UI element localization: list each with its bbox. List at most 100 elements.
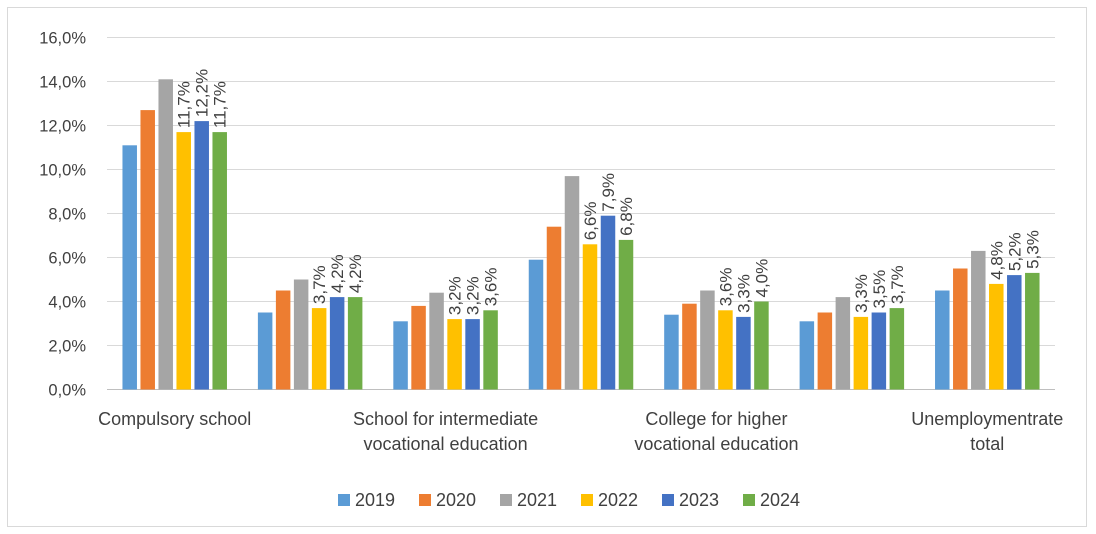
legend-item-2024: 2024 xyxy=(743,490,800,510)
legend-swatch xyxy=(500,494,512,506)
bar-2024 xyxy=(754,301,769,390)
bar-2019 xyxy=(122,145,137,390)
data-label: 4,2% xyxy=(346,254,365,293)
legend-label: 2022 xyxy=(598,490,638,510)
x-category-label: Unemploymentrate xyxy=(911,409,1063,429)
bar-2023 xyxy=(329,297,345,390)
data-label: 3,3% xyxy=(852,274,871,313)
bar-2020 xyxy=(817,312,833,390)
y-tick-label: 4,0% xyxy=(48,294,86,312)
bar-2024 xyxy=(483,310,498,390)
bar-2020 xyxy=(682,303,697,390)
bar-2021 xyxy=(971,250,986,390)
bar-2019 xyxy=(393,321,408,390)
y-tick-label: 8,0% xyxy=(48,206,86,224)
bar-2020 xyxy=(411,305,426,390)
y-axis-ticks: 0,0% 2,0% 4,0% 6,0% 8,0% 10,0% 12,0% 14,0% 16,0% xyxy=(39,30,86,400)
bar-2022 xyxy=(447,319,462,390)
data-label: 4,2% xyxy=(328,254,347,293)
legend-swatch xyxy=(581,494,593,506)
y-tick-label: 12,0% xyxy=(39,118,86,136)
data-label: 3,5% xyxy=(870,270,889,309)
legend-item-2023: 2023 xyxy=(662,490,719,510)
bar-2019 xyxy=(799,321,815,390)
bar-2023 xyxy=(736,316,751,390)
data-label: 6,6% xyxy=(581,202,600,241)
bar-2022 xyxy=(989,283,1004,390)
bar-2019 xyxy=(528,259,544,390)
bar-2019 xyxy=(935,290,950,390)
legend-item-2022: 2022 xyxy=(581,490,638,510)
legend-item-2020: 2020 xyxy=(419,490,476,510)
data-label: 12,2% xyxy=(193,69,212,117)
bar-2024 xyxy=(1025,272,1040,390)
legend-swatch xyxy=(662,494,674,506)
data-label: 3,6% xyxy=(482,268,501,307)
data-label: 3,2% xyxy=(446,276,465,315)
x-category-label: total xyxy=(970,434,1004,454)
data-label: 3,7% xyxy=(888,265,907,304)
data-label: 6,8% xyxy=(617,197,636,236)
y-tick-label: 6,0% xyxy=(48,250,86,268)
x-category-label: School for intermediate xyxy=(353,409,538,429)
legend-label: 2024 xyxy=(760,490,800,510)
bar-2023 xyxy=(194,121,209,390)
bar-2022 xyxy=(582,244,598,390)
data-label: 5,2% xyxy=(1005,232,1024,271)
bar-2021 xyxy=(564,176,580,390)
bar-2019 xyxy=(257,312,273,390)
data-label: 3,3% xyxy=(734,274,753,313)
bar-2020 xyxy=(546,226,562,390)
data-label: 11,7% xyxy=(175,81,194,128)
x-category-label: vocational education xyxy=(634,434,798,454)
bars xyxy=(122,79,1040,390)
y-tick-label: 2,0% xyxy=(48,338,86,356)
bar-2021 xyxy=(429,292,444,390)
x-category-label: College for higher xyxy=(645,409,787,429)
bar-2024 xyxy=(889,308,905,390)
bar-2021 xyxy=(293,279,309,390)
bar-2022 xyxy=(853,316,869,390)
bar-2024 xyxy=(618,239,634,390)
legend-label: 2019 xyxy=(355,490,395,510)
bar-2024 xyxy=(212,132,227,390)
data-label: 3,7% xyxy=(310,265,329,304)
bar-2021 xyxy=(835,297,851,390)
data-label: 7,9% xyxy=(599,173,618,212)
legend-swatch xyxy=(419,494,431,506)
data-label: 4,0% xyxy=(752,259,771,298)
bar-2021 xyxy=(700,290,715,390)
bar-2021 xyxy=(158,79,173,390)
bar-2023 xyxy=(600,215,616,390)
bar-2022 xyxy=(176,132,191,390)
legend-label: 2023 xyxy=(679,490,719,510)
bar-2022 xyxy=(718,310,733,390)
x-category-label: vocational education xyxy=(364,434,528,454)
legend-swatch xyxy=(743,494,755,506)
legend-item-2021: 2021 xyxy=(500,490,557,510)
x-category-label: Compulsory school xyxy=(98,409,251,429)
y-tick-label: 0,0% xyxy=(48,382,86,400)
data-label: 3,2% xyxy=(464,276,483,315)
legend-swatch xyxy=(338,494,350,506)
bar-2023 xyxy=(871,312,887,390)
y-tick-label: 14,0% xyxy=(39,74,86,92)
x-axis-labels: Compulsory school School for intermediate… xyxy=(98,409,1063,454)
legend: 2019 2020 2021 2022 2023 2024 xyxy=(338,490,800,510)
bar-2020 xyxy=(140,110,155,390)
y-tick-label: 10,0% xyxy=(39,162,86,180)
bar-2020 xyxy=(275,290,291,390)
bar-2023 xyxy=(1007,275,1022,390)
bar-2019 xyxy=(664,314,679,390)
data-label: 11,7% xyxy=(211,81,230,128)
data-label: 4,8% xyxy=(987,241,1006,280)
y-tick-label: 16,0% xyxy=(39,30,86,48)
bar-2022 xyxy=(311,308,327,390)
bar-2020 xyxy=(953,268,968,390)
data-label: 5,3% xyxy=(1023,230,1042,269)
data-labels: 11,7% 12,2% 11,7%3,7% 4,2% 4,2%3,2% 3,2% 3,6%6… xyxy=(175,69,1043,315)
legend-label: 2020 xyxy=(436,490,476,510)
bar-2024 xyxy=(347,297,363,390)
